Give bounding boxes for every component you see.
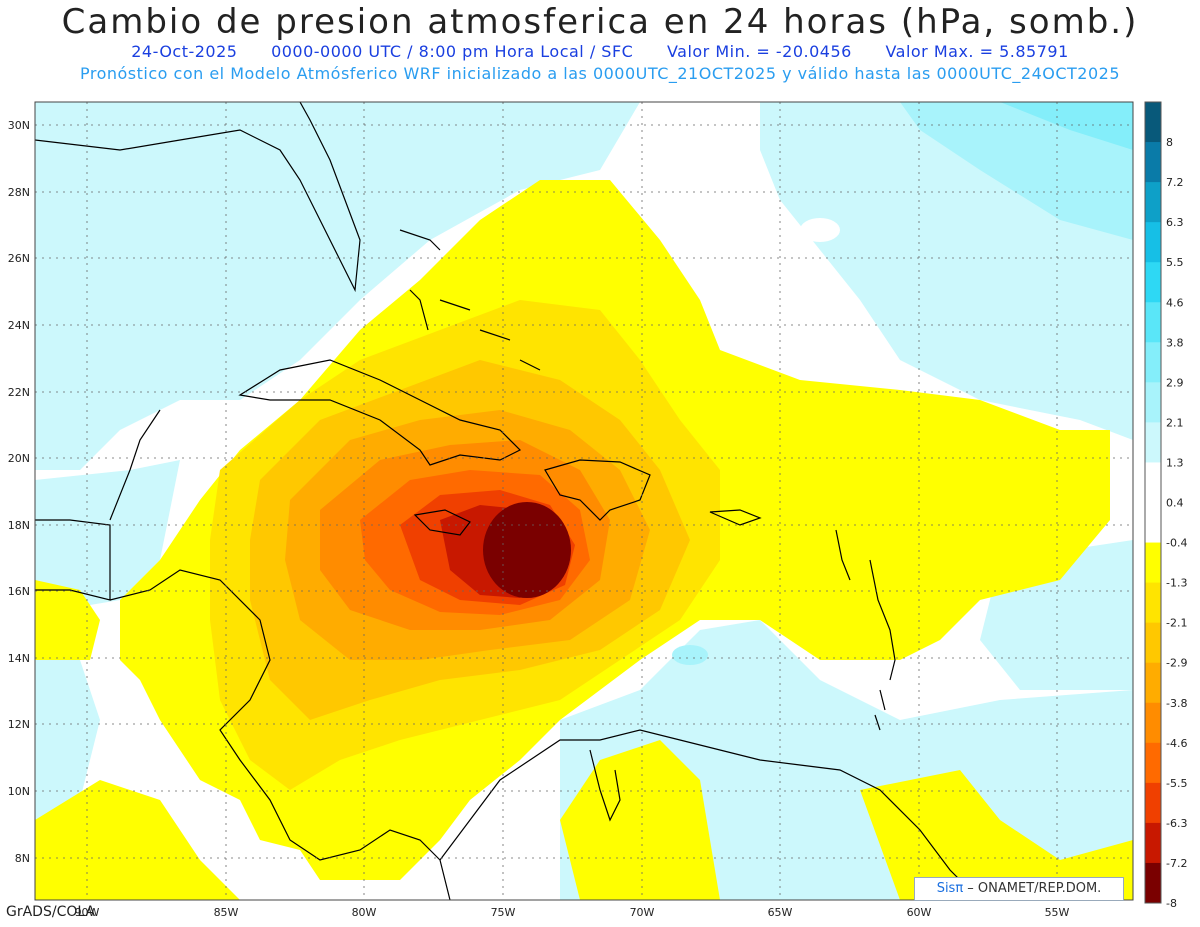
colorbar-swatch — [1145, 142, 1161, 183]
model-info-line: Pronóstico con el Modelo Atmósferico WRF… — [79, 64, 1120, 83]
colorbar-label: -4.6 — [1166, 737, 1187, 750]
lat-label: 18N — [8, 519, 30, 532]
colorbar-label: 2.9 — [1166, 376, 1184, 389]
colorbar-swatch — [1145, 582, 1161, 624]
colorbar-swatch — [1145, 382, 1161, 423]
grads-credit: GrADS/COLA — [6, 904, 96, 920]
colorbar-label: 2.1 — [1166, 416, 1184, 429]
colorbar-swatch — [1145, 782, 1161, 824]
colorbar: 8 7.2 6.3 5.5 4.6 3.8 2.9 2.1 1.3 0.4 -0.4 -1.3 -2.1… — [1144, 101, 1187, 910]
lat-label: 10N — [8, 785, 30, 798]
lat-label: 24N — [8, 319, 30, 332]
colorbar-label: -3.8 — [1166, 697, 1187, 710]
colorbar-label: 5.5 — [1166, 256, 1184, 269]
colorbar-swatch — [1145, 502, 1161, 544]
forecast-time: 0000-0000 UTC / 8:00 pm Hora Local / SFC — [271, 42, 634, 61]
colorbar-swatch — [1145, 262, 1161, 303]
map-title: Cambio de presion atmosferica en 24 hora… — [61, 2, 1139, 42]
graticule — [35, 102, 1133, 900]
lon-label: 75W — [491, 906, 516, 919]
lat-label: 20N — [8, 452, 30, 465]
colorbar-swatch — [1145, 542, 1161, 584]
forecast-date: 24-Oct-2025 — [131, 42, 238, 61]
colorbar-label: 3.8 — [1166, 336, 1184, 349]
colorbar-label: 7.2 — [1166, 176, 1184, 189]
colorbar-label: 4.6 — [1166, 296, 1184, 309]
lat-label: 22N — [8, 386, 30, 399]
colorbar-label: -5.5 — [1166, 777, 1187, 790]
colorbar-label: -1.3 — [1166, 577, 1187, 590]
lon-label: 55W — [1045, 906, 1070, 919]
org-name: – ONAMET/REP.DOM. — [963, 881, 1102, 896]
shaded-field — [35, 102, 1133, 900]
lon-label: 60W — [907, 906, 932, 919]
onamet-badge: Sisπ – ONAMET/REP.DOM. — [914, 877, 1124, 901]
colorbar-swatch — [1145, 182, 1161, 223]
max-value: Valor Max. = 5.85791 — [885, 42, 1069, 61]
colorbar-label: 8 — [1166, 136, 1173, 149]
coastlines — [35, 102, 981, 900]
lat-labels: 30N 28N 26N 24N 22N 20N 18N 16N 14N 12N … — [8, 119, 30, 865]
map-frame — [34, 101, 1134, 901]
lon-label: 65W — [768, 906, 793, 919]
lat-label: 30N — [8, 119, 30, 132]
lon-labels: 90W 85W 80W 75W 70W 65W 60W 55W — [75, 906, 1070, 919]
colorbar-label: 1.3 — [1166, 456, 1184, 469]
colorbar-label: -2.1 — [1166, 617, 1187, 630]
lon-label: 90W — [75, 906, 100, 919]
colorbar-swatch — [1145, 302, 1161, 343]
subtitle-line: 24-Oct-2025 0000-0000 UTC / 8:00 pm Hora… — [0, 42, 1200, 61]
colorbar-swatch — [1145, 622, 1161, 664]
lat-label: 16N — [8, 585, 30, 598]
min-value: Valor Min. = -20.0456 — [666, 42, 852, 61]
lon-label: 70W — [630, 906, 655, 919]
colorbar-swatch — [1145, 702, 1161, 744]
colorbar-swatch — [1145, 462, 1161, 503]
lat-label: 8N — [15, 852, 30, 865]
lat-label: 14N — [8, 652, 30, 665]
colorbar-label: -7.2 — [1166, 857, 1187, 870]
colorbar-label: -8 — [1166, 897, 1177, 910]
lat-label: 28N — [8, 186, 30, 199]
colorbar-label: -0.4 — [1166, 537, 1187, 550]
sispi-brand: Sisπ — [936, 881, 964, 896]
colorbar-frame — [1144, 101, 1162, 904]
lat-label: 26N — [8, 252, 30, 265]
colorbar-swatch — [1145, 102, 1161, 143]
lon-label: 85W — [214, 906, 239, 919]
colorbar-swatch — [1145, 662, 1161, 704]
colorbar-swatch — [1145, 822, 1161, 864]
colorbar-swatch — [1145, 422, 1161, 463]
colorbar-label: 6.3 — [1166, 216, 1184, 229]
colorbar-label: 0.4 — [1166, 497, 1184, 510]
lat-label: 12N — [8, 718, 30, 731]
lon-label: 80W — [352, 906, 377, 919]
colorbar-swatch — [1145, 342, 1161, 383]
colorbar-label: -2.9 — [1166, 657, 1187, 670]
colorbar-swatch — [1145, 742, 1161, 784]
colorbar-label: -6.3 — [1166, 817, 1187, 830]
colorbar-swatch — [1145, 862, 1161, 904]
colorbar-swatch — [1145, 222, 1161, 263]
